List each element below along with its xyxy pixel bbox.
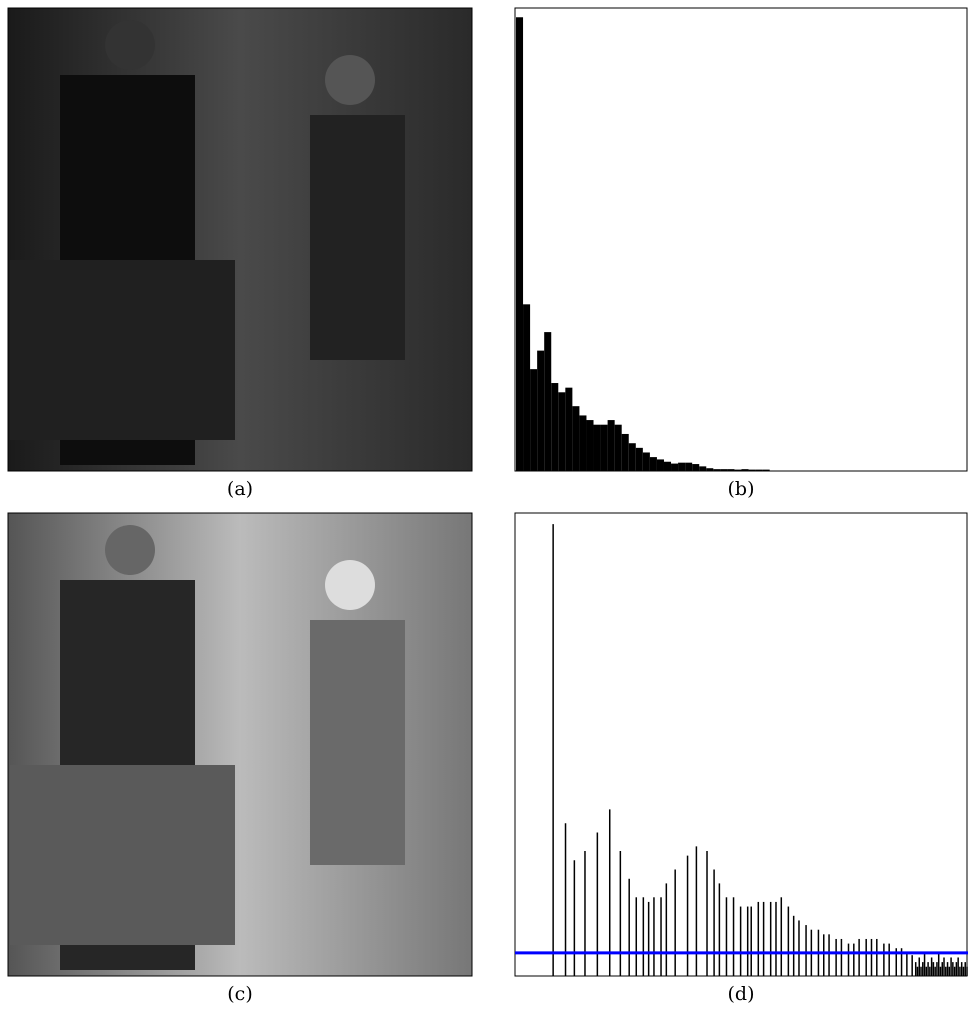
caption: (b) — [728, 478, 755, 500]
histogram-bar — [685, 463, 692, 471]
histogram-bar — [657, 459, 664, 471]
histogram-bar — [763, 470, 770, 471]
histogram-bar — [530, 369, 537, 471]
histogram-bar — [601, 425, 608, 471]
histogram-bar — [572, 406, 579, 471]
histogram-bar — [720, 469, 727, 471]
caption: (d) — [728, 983, 755, 1005]
histogram-bar — [756, 470, 763, 471]
histogram-bar — [671, 464, 678, 471]
histogram-bar — [643, 452, 650, 471]
caption: (a) — [227, 478, 253, 500]
histogram-bar — [558, 392, 565, 471]
histogram-bar — [678, 463, 685, 471]
photo-original — [8, 8, 472, 471]
histogram-bar — [734, 470, 741, 471]
histogram-bar — [537, 351, 544, 471]
histogram-bar — [664, 462, 671, 471]
caption: (c) — [227, 983, 252, 1005]
histogram-bar — [692, 464, 699, 471]
histogram-bar — [544, 332, 551, 471]
panel-frame — [515, 8, 967, 471]
histogram-bar — [636, 448, 643, 471]
histogram-bar — [594, 425, 601, 471]
histogram-bar — [586, 420, 593, 471]
histogram-bar — [579, 415, 586, 471]
histogram-bar — [615, 425, 622, 471]
histogram-bar — [622, 434, 629, 471]
histogram-bar — [516, 17, 523, 471]
page: (a) (b) (c) (d) (() => { const data = JS… — [0, 0, 968, 1014]
histogram-bar — [551, 383, 558, 471]
histogram-bar — [565, 388, 572, 471]
histogram-bar — [699, 466, 706, 471]
histogram-bar — [749, 470, 756, 471]
photo-equalized — [8, 513, 472, 976]
histogram-bar — [706, 468, 713, 471]
histogram-bar — [713, 469, 720, 471]
figure: (a) (b) (c) (d) — [0, 0, 968, 1014]
histogram-bar — [727, 469, 734, 471]
histogram-bar — [650, 457, 657, 471]
histogram-bar — [608, 420, 615, 471]
histogram-bar — [629, 443, 636, 471]
histogram-bar — [523, 304, 530, 471]
histogram-bar — [742, 469, 749, 471]
